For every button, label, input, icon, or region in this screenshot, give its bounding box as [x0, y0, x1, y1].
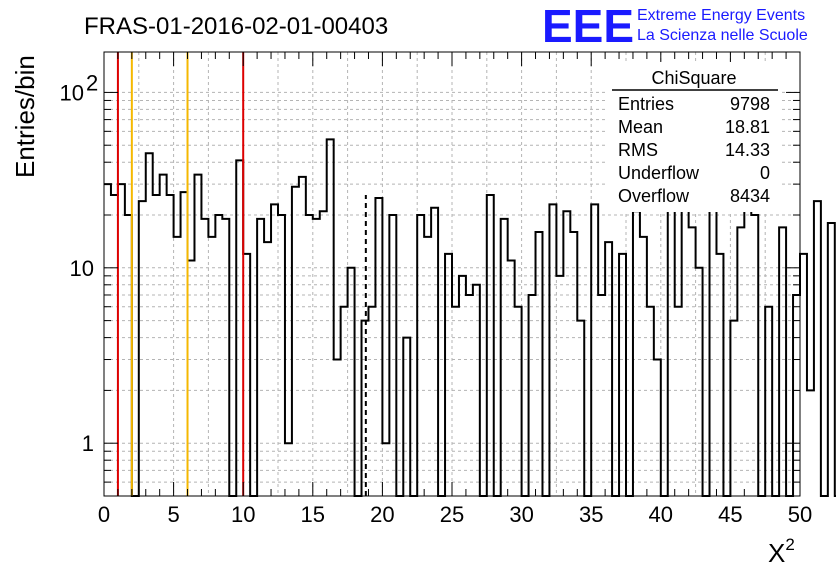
- x-tick-label: 45: [718, 502, 742, 527]
- x-tick-label: 5: [167, 502, 179, 527]
- stats-row-value: 9798: [730, 94, 770, 114]
- logo-line-1: Extreme Energy Events: [637, 7, 805, 24]
- x-tick-label: 40: [649, 502, 673, 527]
- y-tick-label: 10: [60, 80, 84, 105]
- x-axis-label: X2: [768, 535, 795, 568]
- stats-row-label: Underflow: [618, 163, 700, 183]
- stats-row-value: 8434: [730, 186, 770, 206]
- y-tick-label: 1: [82, 431, 94, 456]
- stats-row-label: Mean: [618, 117, 663, 137]
- stats-row-label: Overflow: [618, 186, 690, 206]
- y-axis-label: Entries/bin: [10, 55, 40, 178]
- logo-line-2: La Scienza nelle Scuole: [637, 27, 808, 44]
- x-tick-label: 10: [231, 502, 255, 527]
- x-tick-label: 50: [788, 502, 812, 527]
- y-tick-label-superscript: 2: [86, 70, 98, 95]
- chart-title: FRAS-01-2016-02-01-00403: [84, 13, 388, 40]
- stats-box: ChiSquare Entries 9798 Mean 18.81 RMS 14.33 Un…: [608, 62, 780, 212]
- x-axis-label-superscript: 2: [785, 535, 794, 554]
- x-tick-label: 15: [301, 502, 325, 527]
- eee-logo: EEE Extreme Energy Events La Scienza nel…: [542, 0, 808, 52]
- stats-box-background: [608, 62, 780, 212]
- x-axis-ticks: 0 5 10 15 20 25 30 35 40 45 50: [98, 52, 812, 527]
- x-tick-label: 20: [370, 502, 394, 527]
- stats-title: ChiSquare: [651, 68, 736, 88]
- x-tick-label: 0: [98, 502, 110, 527]
- stats-row-label: RMS: [618, 140, 658, 160]
- stats-row-value: 18.81: [725, 117, 770, 137]
- stats-row-value: 14.33: [725, 140, 770, 160]
- stats-row-label: Entries: [618, 94, 674, 114]
- logo-text: EEE: [542, 0, 634, 52]
- x-axis-label-base: X: [768, 538, 785, 568]
- x-tick-label: 25: [440, 502, 464, 527]
- stats-row-value: 0: [760, 163, 770, 183]
- x-tick-label: 30: [509, 502, 533, 527]
- reference-lines: [116, 52, 367, 496]
- x-tick-label: 35: [579, 502, 603, 527]
- y-tick-label: 10: [70, 256, 94, 281]
